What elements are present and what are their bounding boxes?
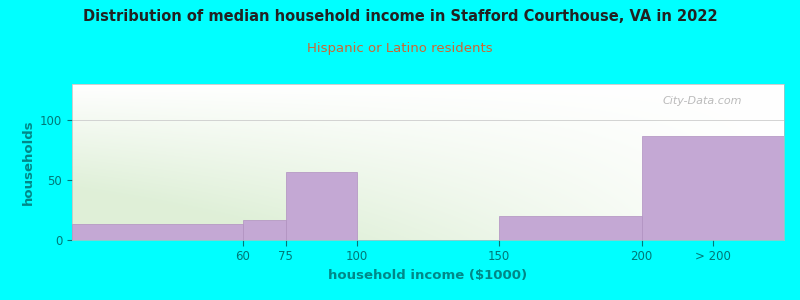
Bar bbox=[243, 220, 286, 240]
Bar bbox=[286, 172, 357, 240]
Y-axis label: households: households bbox=[22, 119, 34, 205]
Text: City-Data.com: City-Data.com bbox=[663, 97, 742, 106]
X-axis label: household income ($1000): household income ($1000) bbox=[329, 269, 527, 282]
Text: Distribution of median household income in Stafford Courthouse, VA in 2022: Distribution of median household income … bbox=[82, 9, 718, 24]
Bar bbox=[72, 224, 243, 240]
Bar bbox=[499, 216, 642, 240]
Text: Hispanic or Latino residents: Hispanic or Latino residents bbox=[307, 42, 493, 55]
Bar bbox=[642, 136, 784, 240]
